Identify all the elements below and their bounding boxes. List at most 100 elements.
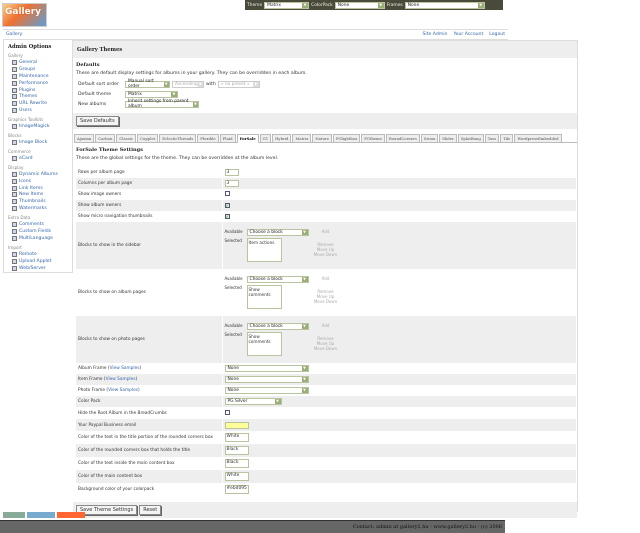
- theme-select[interactable]: Matrix ▼: [264, 1, 310, 9]
- show-image-owners-checkbox[interactable]: [224, 191, 230, 196]
- sidebar-item-new-items[interactable]: New Items: [12, 191, 70, 198]
- remove-button[interactable]: Remove: [317, 336, 334, 341]
- item-frame-select[interactable]: None ▼: [224, 376, 309, 383]
- badge-icon[interactable]: [3, 512, 25, 518]
- sidebar-item-performance[interactable]: Performance: [12, 80, 70, 87]
- item-frame-view-samples-link[interactable]: View Samples: [105, 377, 136, 382]
- tab-hybrid[interactable]: Hybrid: [272, 134, 292, 142]
- sidebar-item-watermarks[interactable]: Watermarks: [12, 205, 70, 212]
- sidebar-item-custom-fields[interactable]: Custom Fields: [12, 228, 70, 235]
- move-up-button[interactable]: Move Up: [316, 341, 335, 346]
- default-theme-select[interactable]: Matrix ▼: [125, 90, 178, 98]
- choose-block-select[interactable]: Choose a block ▼: [246, 323, 309, 330]
- add-button[interactable]: Add: [321, 323, 330, 328]
- sidebar-item-themes[interactable]: Themes: [12, 93, 70, 100]
- show-micro-checkbox[interactable]: ✓: [224, 213, 230, 219]
- selected-blocks-list[interactable]: Item actions: [246, 238, 282, 262]
- logout-link[interactable]: Logout: [489, 32, 505, 37]
- rows-input[interactable]: 3: [224, 169, 239, 176]
- remove-button[interactable]: Remove: [317, 289, 334, 294]
- choose-block-select[interactable]: Choose a block ▼: [246, 276, 309, 283]
- tab-splatbang[interactable]: SplatBang: [457, 134, 484, 142]
- hide-root-checkbox[interactable]: [224, 409, 230, 415]
- rounded-box-color-input[interactable]: Black: [224, 446, 249, 455]
- move-down-button[interactable]: Move Down: [313, 299, 338, 304]
- sidebar-item-general[interactable]: General: [12, 59, 70, 66]
- tab-flexible[interactable]: Flexible: [197, 134, 219, 142]
- sidebar-item-groups[interactable]: Groups: [12, 66, 70, 73]
- sidebar-item-image-block[interactable]: Image Block: [12, 139, 70, 146]
- breadcrumb-gallery[interactable]: Gallery: [6, 32, 23, 37]
- add-button[interactable]: Add: [321, 276, 330, 281]
- gallery-logo[interactable]: Gallery: [2, 3, 47, 27]
- color-pack-select[interactable]: PG Silver ▼: [224, 398, 282, 405]
- tab-forsale[interactable]: ForSale: [236, 134, 259, 143]
- choose-block-select[interactable]: Choose a block ▼: [246, 229, 309, 236]
- tab-slider[interactable]: Slider: [439, 134, 457, 142]
- badge-icon[interactable]: [27, 512, 55, 518]
- tab-wordpressembedded[interactable]: WordpressEmbedded: [514, 134, 562, 142]
- tab-fluid[interactable]: Fluid: [219, 134, 236, 142]
- tab-cupplet[interactable]: Cupplet: [137, 134, 159, 142]
- selected-blocks-list[interactable]: Show comments: [246, 285, 282, 309]
- tab-pgtheme[interactable]: PGtheme: [361, 134, 385, 142]
- sidebar-item-maintenance[interactable]: Maintenance: [12, 73, 70, 80]
- sidebar-item-url-rewrite[interactable]: URL Rewrite: [12, 100, 70, 107]
- tab-tass[interactable]: Tass: [484, 134, 500, 142]
- site-admin-link[interactable]: Site Admin: [422, 32, 448, 37]
- paypal-input[interactable]: [224, 421, 249, 429]
- sidebar-item-plugins[interactable]: Plugins: [12, 87, 70, 94]
- show-album-owners-checkbox[interactable]: ✓: [224, 202, 230, 208]
- remove-button[interactable]: Remove: [317, 242, 334, 247]
- your-account-link[interactable]: Your Account: [453, 32, 484, 37]
- content-text-color-input[interactable]: Black: [224, 459, 249, 468]
- add-button[interactable]: Add: [321, 229, 330, 234]
- tab-roundcorners[interactable]: RoundCorners: [385, 134, 420, 142]
- save-defaults-button[interactable]: Save Defaults: [76, 116, 119, 126]
- sidebar-item-web-server[interactable]: Web/Server: [12, 265, 70, 272]
- columns-input[interactable]: 3: [224, 180, 239, 187]
- move-down-button[interactable]: Move Down: [313, 346, 338, 351]
- content-box-color-input[interactable]: White: [224, 472, 249, 481]
- move-down-button[interactable]: Move Down: [313, 252, 338, 257]
- sidebar-item-icons[interactable]: Icons: [12, 178, 70, 185]
- sidebar-item-link-items[interactable]: Link Items: [12, 185, 70, 192]
- sidebar-item-multilanguage[interactable]: MultiLanguage: [12, 235, 70, 242]
- frames-select[interactable]: None ▼: [404, 1, 485, 9]
- badge-icon[interactable]: [57, 512, 85, 518]
- tab-eclecticthreads[interactable]: EclecticThreads: [159, 134, 197, 142]
- sidebar-item-users[interactable]: Users: [12, 107, 70, 114]
- new-albums-select[interactable]: Inherit settings from parent album ▼: [125, 99, 199, 109]
- sidebar-item-comments[interactable]: Comments: [12, 221, 70, 228]
- move-up-button[interactable]: Move Up: [316, 247, 335, 252]
- tab-nature[interactable]: Nature: [312, 134, 332, 142]
- tab-matrix[interactable]: Matrix: [292, 134, 312, 142]
- move-up-button[interactable]: Move Up: [316, 294, 335, 299]
- sort-order-select[interactable]: Manual sort order ▼: [125, 79, 170, 89]
- preset-select[interactable]: « no preset » ▼: [217, 80, 260, 88]
- bg-color-input[interactable]: #ebd095: [224, 485, 249, 494]
- tab-pglightbox[interactable]: PGlightbox: [332, 134, 361, 142]
- tab-ajaxian[interactable]: Ajaxian: [74, 134, 95, 142]
- sidebar-item-thumbnails[interactable]: Thumbnails: [12, 198, 70, 205]
- sidebar-item-remote[interactable]: Remote: [12, 251, 70, 258]
- sidebar-item-imagemagick[interactable]: ImageMagick: [12, 123, 70, 130]
- tab-g1[interactable]: G1: [259, 134, 272, 142]
- selected-blocks-list[interactable]: Show comments: [246, 332, 282, 356]
- tab-tile[interactable]: Tile: [500, 134, 514, 142]
- colorpack-select[interactable]: None ▼: [334, 1, 385, 9]
- photo-frame-view-samples-link[interactable]: View Samples: [108, 388, 138, 393]
- tab-carbon[interactable]: Carbon: [95, 134, 116, 142]
- save-theme-settings-button[interactable]: Save Theme Settings: [76, 505, 138, 515]
- reset-button[interactable]: Reset: [139, 505, 162, 515]
- sidebar-item-ecard[interactable]: eCard: [12, 155, 70, 162]
- sidebar-item-dynamic-albums[interactable]: Dynamic Albums: [12, 171, 70, 178]
- sidebar-item-upload-applet[interactable]: Upload Applet: [12, 258, 70, 265]
- tab-classic[interactable]: Classic: [116, 134, 137, 142]
- album-frame-select[interactable]: None ▼: [224, 365, 309, 372]
- sort-direction-select[interactable]: Ascending ▼: [172, 80, 204, 88]
- photo-frame-select[interactable]: None ▼: [224, 387, 309, 394]
- album-frame-view-samples-link[interactable]: View Samples: [109, 366, 140, 371]
- title-text-color-input[interactable]: White: [224, 433, 249, 442]
- tab-siriux[interactable]: Siriux: [420, 134, 439, 142]
